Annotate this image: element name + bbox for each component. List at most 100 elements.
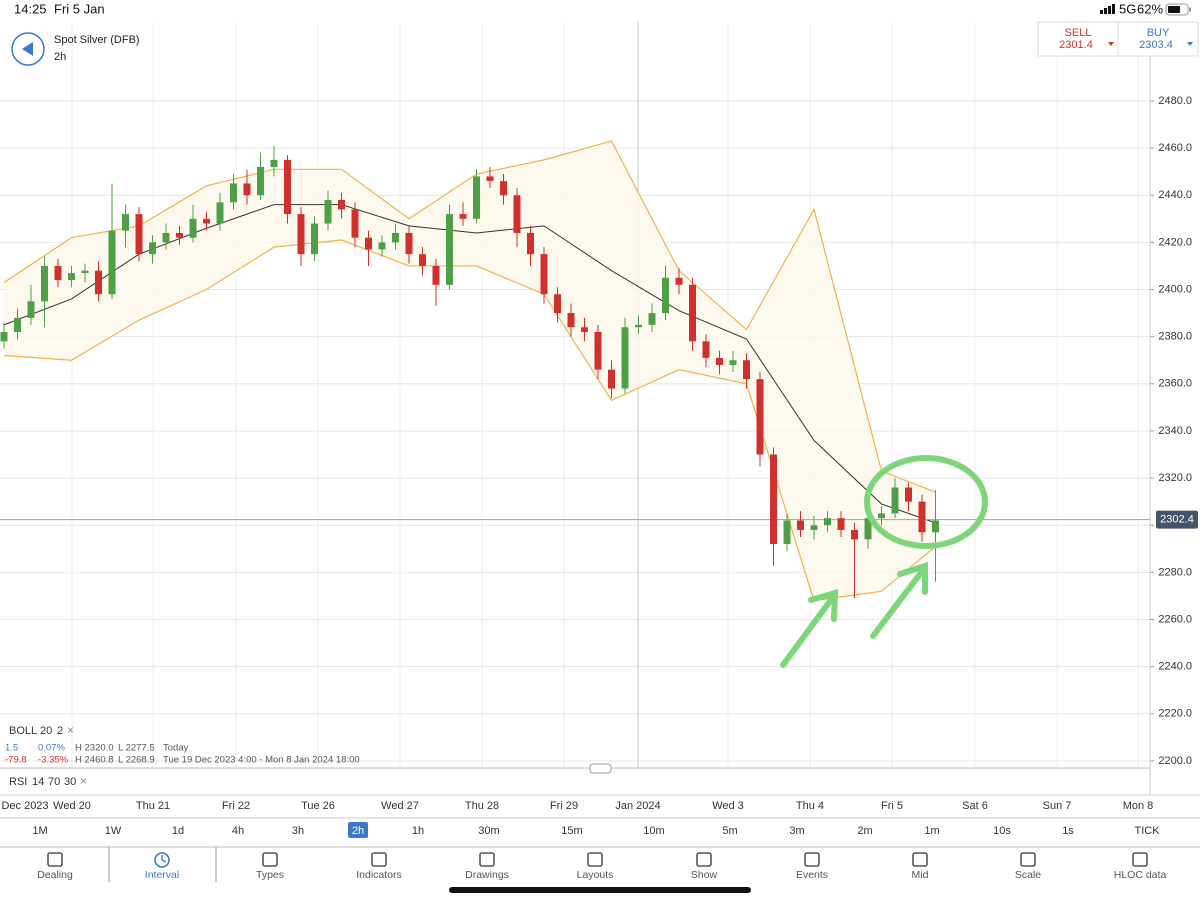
interval-option[interactable]: 1h (412, 825, 424, 837)
y-tick-label: 2460.0 (1158, 142, 1192, 154)
interval-option[interactable]: 2h (352, 825, 364, 837)
interval-option[interactable]: 1W (105, 825, 122, 837)
candle-body (108, 230, 116, 295)
indicator-value: 1.5 (5, 743, 18, 754)
candle-body (932, 520, 939, 533)
toolbar-icon (161, 855, 167, 863)
toolbar-label[interactable]: Events (796, 869, 828, 881)
x-tick-label: Sun 7 (1043, 800, 1072, 812)
y-tick-label: 2420.0 (1158, 236, 1192, 248)
toolbar-icon (47, 852, 63, 867)
y-tick-label: 2480.0 (1158, 95, 1192, 107)
interval-option[interactable]: 4h (232, 825, 244, 837)
sell-button[interactable]: SELL 2301.4 (1037, 21, 1119, 57)
toolbar-label[interactable]: Drawings (465, 869, 509, 881)
toolbar-icon (804, 852, 820, 867)
y-tick-label: 2440.0 (1158, 189, 1192, 201)
candle-body (230, 183, 237, 203)
band-fill (4, 141, 936, 601)
candle-body (378, 242, 386, 250)
buy-button[interactable]: BUY 2303.4 (1117, 21, 1199, 57)
toolbar-label[interactable]: Layouts (577, 869, 614, 881)
y-tick-label: 2200.0 (1158, 755, 1192, 767)
toolbar-icon (912, 852, 928, 867)
grid: 2200.02220.02240.02260.02280.02300.02320… (0, 22, 1192, 795)
candle-body (189, 218, 197, 238)
toolbar-label[interactable]: Interval (145, 869, 179, 881)
candle-body (500, 181, 507, 196)
y-tick-label: 2340.0 (1158, 425, 1192, 437)
candle-body (392, 232, 399, 243)
candle-body (729, 360, 737, 365)
toolbar-label[interactable]: HLOC data (1114, 869, 1167, 881)
interval-option[interactable]: 1s (1062, 825, 1074, 837)
indicator-param: 30 (64, 776, 76, 788)
candle-body (446, 214, 453, 285)
interval-option[interactable]: 3m (789, 825, 804, 837)
indicator-value: -3.35% (38, 755, 69, 766)
pane-handle[interactable] (589, 763, 612, 774)
interval-selected (348, 822, 368, 838)
indicator-panel: BOLL 20 2 × 1.5 0.07% H 2320.0 L 2277.5 Today -79… (5, 723, 360, 788)
indicator-close[interactable]: × (67, 723, 74, 737)
status-time: 14:25 (14, 1, 47, 16)
toolbar-label[interactable]: Mid (912, 869, 929, 881)
back-button[interactable] (11, 32, 45, 66)
interval-option[interactable]: 10m (643, 825, 664, 837)
band-lower (3, 239, 936, 602)
interval-option[interactable]: 2m (857, 825, 872, 837)
candle-body (27, 301, 35, 318)
y-tick-label: 2280.0 (1158, 566, 1192, 578)
candle-body (864, 518, 872, 540)
candle-body (635, 324, 642, 328)
toolbar-label[interactable]: Types (256, 869, 284, 881)
status-network: 5G (1119, 1, 1136, 16)
candle-body (351, 209, 359, 238)
candle-body (581, 327, 588, 332)
instrument-interval: 2h (54, 51, 66, 63)
candle-body (824, 518, 831, 526)
toolbar-label[interactable]: Show (691, 869, 718, 881)
signal-icon (1100, 4, 1115, 14)
interval-bar: 1M 1W 1d 4h 3h 2h 1h 30m 15m 10m 5m 3m 2m 1m 10s 1s TICK (32, 822, 1160, 838)
last-price-label: 2302.4 (1160, 513, 1194, 525)
candle-body (527, 232, 534, 255)
indicator-param: 20 (40, 725, 52, 737)
interval-option[interactable]: 3h (292, 825, 304, 837)
indicator-param: 14 (32, 776, 44, 788)
toolbar-label[interactable]: Indicators (356, 869, 402, 881)
candle-body (243, 183, 251, 196)
interval-option[interactable]: 10s (993, 825, 1011, 837)
x-tick-label: Thu 21 (136, 800, 170, 812)
candle-body (810, 525, 818, 530)
y-tick-label: 2360.0 (1158, 378, 1192, 390)
candle-body (297, 214, 305, 255)
x-tick-label: Thu 4 (796, 800, 824, 812)
toolbar-label[interactable]: Scale (1015, 869, 1041, 881)
interval-option[interactable]: 5m (722, 825, 737, 837)
indicator-param: 2 (57, 725, 63, 737)
interval-option[interactable]: 30m (478, 825, 499, 837)
interval-option[interactable]: 1m (924, 825, 939, 837)
interval-option[interactable]: TICK (1134, 825, 1160, 837)
candle-body (432, 265, 440, 285)
toolbar-label[interactable]: Dealing (37, 869, 73, 881)
sell-label: SELL (1065, 27, 1092, 39)
candle-body (716, 357, 723, 365)
indicator-name: BOLL (9, 725, 37, 737)
interval-option[interactable]: 1M (32, 825, 47, 837)
y-tick-label: 2380.0 (1158, 331, 1192, 343)
candle-body (14, 317, 21, 332)
indicator-param: 70 (48, 776, 60, 788)
candle-body (162, 232, 170, 243)
last-price-box (1156, 510, 1198, 529)
interval-option[interactable]: 1d (172, 825, 184, 837)
indicator-close[interactable]: × (80, 774, 87, 788)
candle-body (149, 242, 156, 255)
interval-option[interactable]: 15m (561, 825, 582, 837)
battery-icon (1165, 3, 1191, 16)
candle-body (513, 195, 521, 233)
y-tick-label: 2400.0 (1158, 283, 1192, 295)
toolbar-icon (262, 852, 278, 867)
candle-body (54, 265, 62, 281)
